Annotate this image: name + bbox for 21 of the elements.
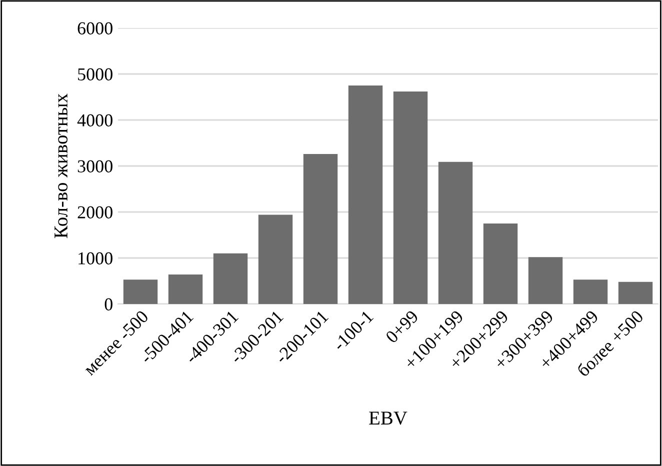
bar <box>483 224 518 304</box>
bar <box>123 280 158 304</box>
y-tick-label: 4000 <box>77 114 112 126</box>
y-axis-title: Кол-во животных <box>54 94 68 238</box>
y-tick-label: 5000 <box>78 68 112 80</box>
bar <box>618 282 653 304</box>
bar <box>573 280 608 304</box>
bar <box>213 253 248 304</box>
bar <box>348 86 383 304</box>
y-tick-label: 1000 <box>78 252 112 264</box>
bar <box>168 274 203 304</box>
y-tick-label: 0 <box>104 298 112 310</box>
bar <box>528 257 563 304</box>
bar <box>438 162 473 304</box>
y-tick-label: 3000 <box>78 160 112 172</box>
bar <box>258 214 293 304</box>
bar <box>393 91 428 304</box>
x-axis-title: EBV <box>369 412 408 425</box>
y-tick-label: 2000 <box>78 206 112 218</box>
y-tick-label: 6000 <box>78 22 112 34</box>
bar <box>303 154 338 304</box>
